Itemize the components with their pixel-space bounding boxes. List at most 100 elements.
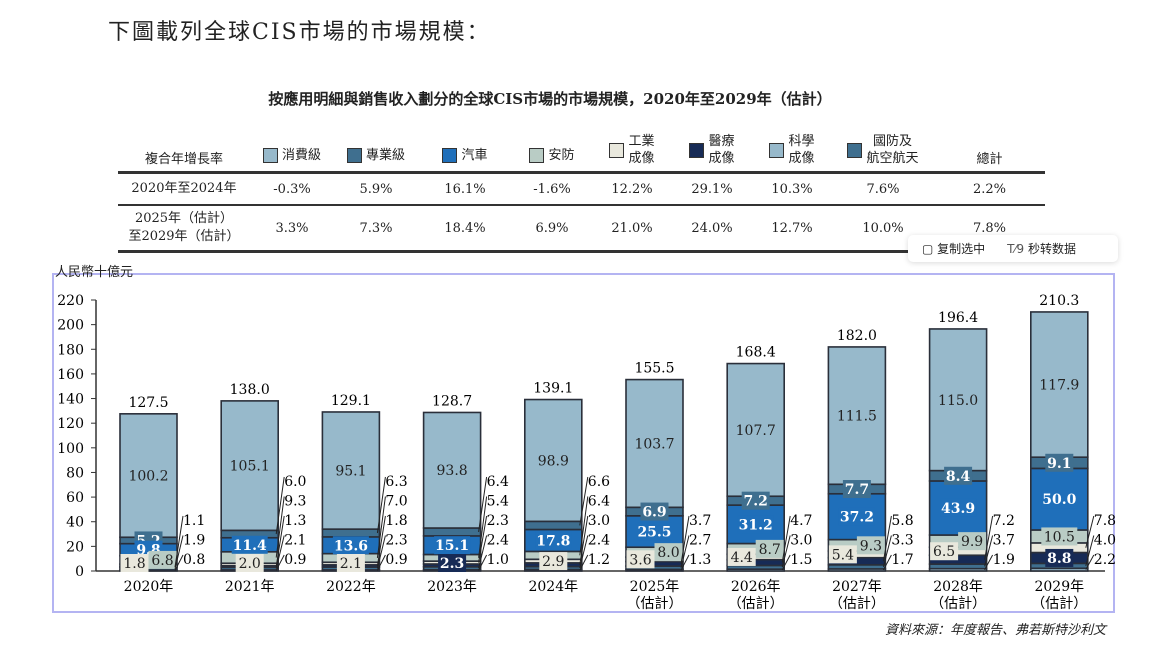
x-tick-label: （估計） [829, 596, 885, 612]
y-tick-label: 80 [66, 465, 84, 481]
total-label: 182.0 [837, 328, 877, 344]
legend-swatch [769, 142, 785, 158]
bar-segment [1030, 311, 1089, 458]
copy-selection-button[interactable]: ▢ 复制选中 [922, 242, 986, 256]
convert-icon: T⁄9 [1007, 242, 1025, 256]
data-label: 3.3 [891, 533, 913, 549]
cagr-cell: 16.1% [418, 172, 512, 206]
data-label-bg [741, 491, 770, 510]
data-label: 3.7 [689, 513, 711, 529]
data-label: 37.2 [840, 510, 874, 526]
selection-popup: ▢ 复制选中 T⁄9 秒转数据 [908, 235, 1118, 262]
leader-line [478, 476, 488, 533]
data-label-bg [856, 536, 885, 555]
total-label: 196.4 [938, 310, 978, 326]
convert-data-button[interactable]: T⁄9 秒转数据 [1007, 240, 1076, 257]
data-label: 7.2 [993, 513, 1015, 529]
legend-item: 汽車 [418, 124, 512, 174]
data-label-bg [737, 515, 774, 534]
legend-swatch [346, 148, 362, 163]
x-tick-label: （估計） [930, 596, 986, 612]
leader-line [376, 496, 386, 559]
data-label-bg [828, 545, 857, 564]
leader-line [579, 515, 589, 565]
data-label: 9.9 [961, 534, 983, 550]
legend-label: 安防 [548, 148, 575, 163]
legend-swatch [689, 142, 705, 158]
data-label-bg [148, 550, 177, 569]
selection-box[interactable] [52, 273, 1115, 613]
bar-segment [928, 328, 988, 472]
data-label: 1.3 [284, 513, 306, 529]
leader-line [579, 554, 589, 571]
data-label: 2.3 [385, 533, 407, 549]
data-label: 3.0 [790, 533, 812, 549]
legend-label: 消費級 [281, 148, 321, 163]
legend-label: 科學 成像 [788, 134, 815, 166]
leader-line [478, 554, 488, 571]
data-label: 103.7 [634, 436, 674, 452]
data-label: 9.3 [860, 538, 882, 554]
data-label-bg [438, 554, 467, 572]
data-label-bg [654, 543, 683, 562]
y-tick-label: 120 [57, 416, 84, 432]
data-label-bg [640, 502, 669, 521]
copy-label: 复制选中 [937, 242, 986, 256]
data-label: 2.4 [487, 533, 509, 549]
legend-item: 醫療 成像 [672, 124, 752, 174]
chart-title: 按應用明細與銷售收入劃分的全球CIS市場的市場規模，2020年至2029年（估計… [268, 90, 832, 108]
bar-segment [321, 528, 381, 538]
data-label: 10.5 [1044, 529, 1075, 545]
data-label: 7.2 [744, 494, 768, 510]
leader-line [579, 476, 589, 526]
data-label: 4.7 [790, 513, 812, 529]
data-label-bg [755, 539, 784, 558]
legend-item: 消費級 [250, 124, 334, 174]
cagr-cell: 6.9% [512, 205, 592, 253]
data-label: 2.1 [284, 533, 306, 549]
cagr-cell: 29.1% [672, 172, 752, 206]
data-label: 50.0 [1042, 492, 1076, 508]
bar-segment [726, 362, 786, 498]
data-label: 1.9 [993, 552, 1015, 568]
legend-swatch [262, 148, 278, 163]
leader-line [376, 515, 386, 567]
x-tick-label: 2022年 [326, 579, 376, 595]
cagr-cell: 10.3% [752, 172, 832, 206]
bar-segment [827, 346, 887, 486]
x-tick-label: （估計） [728, 596, 784, 612]
data-label: 3.0 [588, 513, 610, 529]
data-label: 1.8 [385, 513, 407, 529]
legend-label: 國防及 航空航天 [866, 134, 919, 166]
leader-line [275, 476, 285, 535]
bar-segment [422, 411, 482, 529]
data-label: 9.1 [1047, 456, 1071, 472]
data-label: 0.9 [385, 552, 407, 568]
leader-line [781, 535, 791, 568]
data-label: 1.9 [183, 533, 205, 549]
data-label: 115.0 [938, 393, 978, 409]
data-label: 3.6 [629, 552, 651, 568]
intro-text: 下圖載列全球CIS市場的市場規模： [108, 20, 491, 45]
row-header: 複合年增長率 [118, 124, 250, 174]
data-label: 7.0 [385, 494, 407, 510]
cagr-row: 2020年至2024年 -0.3% 5.9% 16.1% -1.6% 12.2% 29.1%… [118, 172, 1045, 206]
leader-line [579, 496, 589, 556]
data-label-bg [944, 466, 973, 485]
leader-line [882, 515, 892, 562]
data-label: 6.9 [642, 505, 666, 521]
data-label: 1.5 [790, 552, 812, 568]
leader-line [478, 496, 488, 558]
y-tick-label: 200 [57, 318, 84, 334]
leader-line [781, 515, 791, 563]
cagr-cell: 5.9% [334, 172, 418, 206]
data-label: 1.1 [183, 513, 205, 529]
data-label: 1.8 [123, 556, 145, 572]
total-label: 128.7 [432, 393, 472, 409]
total-label: 168.4 [736, 345, 776, 361]
data-label: 2.4 [588, 533, 610, 549]
data-label: 2.2 [1094, 552, 1116, 568]
data-label: 1.3 [689, 552, 711, 568]
y-tick-label: 40 [66, 515, 84, 531]
data-label: 15.1 [435, 538, 469, 554]
